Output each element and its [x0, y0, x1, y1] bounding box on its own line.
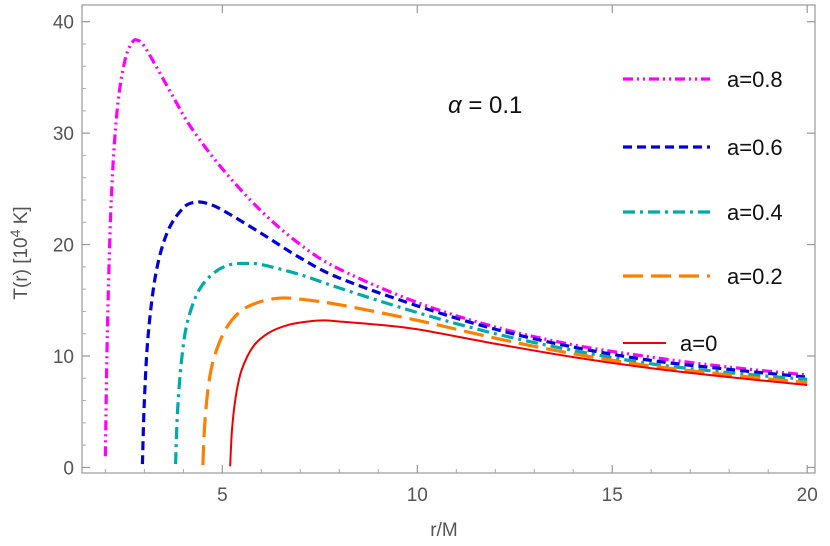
x-tick-label: 20 — [797, 485, 818, 506]
legend-label-a-0: a=0 — [680, 331, 717, 356]
x-tick-label: 15 — [602, 485, 623, 506]
x-tick-label: 5 — [217, 485, 228, 506]
plot-border — [81, 4, 816, 474]
alpha-value: = 0.1 — [462, 92, 523, 119]
y-tick-label: 30 — [53, 124, 74, 145]
series-line-a-0 — [229, 319, 808, 467]
y-tick-label: 0 — [63, 458, 74, 479]
series-line-a-0-6 — [140, 200, 808, 465]
legend-label-a-0-2: a=0.2 — [727, 264, 783, 289]
y-axis-title-unit: K] — [11, 206, 32, 229]
alpha-symbol: α — [448, 92, 463, 119]
series-line-a-0-4 — [173, 261, 808, 465]
y-axis-title: T(r) [104 K] — [7, 206, 32, 299]
y-axis-title-exponent: 4 — [7, 229, 23, 237]
legend: a=0.8 a=0.6 a=0.4 a=0.2 a=0 — [623, 67, 783, 356]
y-tick-label: 10 — [53, 347, 74, 368]
y-tick-label: 40 — [53, 13, 74, 34]
x-axis-title: r/M — [430, 520, 457, 541]
y-axis-ticks: 0 10 20 30 40 — [53, 13, 815, 479]
x-tick-label: 10 — [407, 485, 428, 506]
alpha-annotation: α = 0.1 — [448, 92, 522, 119]
series-line-a-0-8 — [103, 38, 808, 457]
legend-label-a-0-6: a=0.6 — [727, 135, 783, 160]
series-group — [103, 38, 808, 467]
legend-label-a-0-4: a=0.4 — [727, 200, 783, 225]
x-axis-ticks: 5 10 15 20 — [104, 5, 818, 506]
series-line-a-0-2 — [201, 296, 808, 466]
legend-label-a-0-8: a=0.8 — [727, 67, 783, 92]
y-tick-label: 20 — [53, 236, 74, 257]
plot-frame — [81, 4, 816, 474]
y-axis-title-main: T(r) [10 — [11, 237, 32, 299]
